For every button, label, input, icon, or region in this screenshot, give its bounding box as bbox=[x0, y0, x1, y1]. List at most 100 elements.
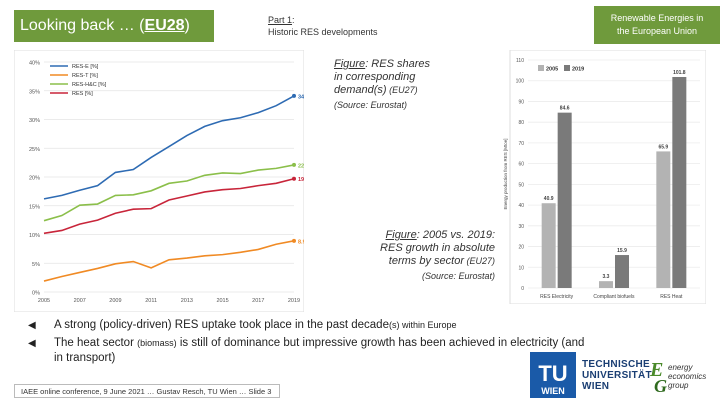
bar-legend-swatch bbox=[564, 65, 570, 71]
bar-chart-ytick: 90 bbox=[518, 99, 524, 105]
figure-note-growth-line1: : 2005 vs. 2019: bbox=[416, 229, 495, 241]
tu-wordmark-line2: UNIVERSITÄT bbox=[582, 370, 652, 381]
section-banner: Renewable Energies in the European Union bbox=[594, 6, 720, 44]
bar-chart-ytick: 50 bbox=[518, 182, 524, 188]
section-banner-line2: the European Union bbox=[616, 26, 698, 36]
bar-legend-label: 2005 bbox=[546, 67, 558, 73]
bar-chart-ytick: 20 bbox=[518, 245, 524, 251]
bar-value-label: 40.9 bbox=[544, 196, 554, 202]
line-chart-ytick: 35% bbox=[29, 89, 40, 95]
bar-2019 bbox=[672, 76, 687, 288]
bar-category-label: Compliant biofuels bbox=[593, 294, 635, 300]
line-chart-ytick: 15% bbox=[29, 204, 40, 210]
bar-chart-ylabel: Energy production from RES [Mtoe] bbox=[503, 138, 508, 209]
eeg-logo-icon: E G bbox=[649, 359, 667, 396]
bar-chart-ytick: 110 bbox=[516, 58, 524, 64]
line-series-3 bbox=[43, 164, 295, 222]
bar-chart-ytick: 30 bbox=[518, 224, 524, 230]
line-series-end-label: 22.10% bbox=[298, 163, 304, 169]
eeg-wordmark-line3: group bbox=[668, 381, 689, 390]
line-chart-frame bbox=[14, 50, 304, 312]
bar-chart-ytick: 0 bbox=[521, 286, 524, 292]
bar-chart-ytick: 10 bbox=[518, 265, 524, 271]
bullet-arrow-icon: ◀ bbox=[28, 338, 36, 349]
figure-note-growth-source: (Source: Eurostat) bbox=[421, 271, 495, 281]
line-chart-ytick: 5% bbox=[32, 262, 40, 268]
line-chart-ytick: 10% bbox=[29, 233, 40, 239]
bar-chart-ytick: 100 bbox=[516, 79, 525, 85]
section-banner-line1: Renewable Energies in bbox=[610, 13, 704, 23]
figure-note-shares-scope: (EU27) bbox=[386, 85, 418, 95]
svg-text:G: G bbox=[654, 376, 667, 396]
bar-chart-ytick: 80 bbox=[518, 120, 524, 126]
tu-logo-mark: TU bbox=[538, 361, 567, 386]
line-chart-xtick: 2011 bbox=[145, 298, 157, 304]
bar-category-label: RES Electricity bbox=[540, 294, 574, 300]
eeg-wordmark-line1: energy bbox=[668, 363, 693, 372]
line-series-2 bbox=[43, 240, 295, 282]
line-legend-label: RES [%] bbox=[72, 91, 93, 97]
key-point-2-small: (biomass) bbox=[137, 338, 177, 348]
figure-note-growth-lead: Figure bbox=[385, 229, 417, 241]
line-series-endpoint bbox=[292, 176, 296, 181]
line-series-endpoint bbox=[292, 238, 296, 243]
line-chart-ytick: 0% bbox=[32, 291, 40, 297]
line-chart-ytick: 20% bbox=[29, 176, 40, 182]
line-chart-xtick: 2019 bbox=[288, 298, 300, 304]
bar-value-label: 101.8 bbox=[673, 70, 686, 76]
line-chart-ytick: 25% bbox=[29, 147, 40, 153]
key-point-2-text-a: The heat sector bbox=[54, 337, 138, 349]
tu-wien-logo-icon: TU WIEN bbox=[530, 352, 576, 398]
line-chart-xtick: 2009 bbox=[109, 298, 121, 304]
slide-footer: IAEE online conference, 9 June 2021 … Gu… bbox=[14, 384, 280, 398]
eeg-wordmark-line2: economics bbox=[668, 372, 707, 381]
bar-2019 bbox=[557, 112, 572, 288]
line-series-end-label: 34.10% bbox=[298, 94, 304, 100]
line-chart-xtick: 2015 bbox=[216, 298, 228, 304]
res-growth-bar-chart: 0 10 20 30 40 50 60 70 80 90 100 110 Energy producti… bbox=[503, 50, 706, 304]
svg-text:E: E bbox=[649, 359, 663, 381]
figure-note-shares-lead: Figure bbox=[334, 58, 366, 70]
figure-note-shares-source: (Source: Eurostat) bbox=[334, 100, 408, 110]
line-series-endpoint bbox=[292, 162, 296, 167]
line-chart-xtick: 2013 bbox=[181, 298, 193, 304]
bar-2005 bbox=[656, 151, 671, 288]
line-chart-xtick: 2005 bbox=[38, 298, 50, 304]
line-series-4 bbox=[43, 177, 295, 235]
eeg-wordmark: energy economics group bbox=[668, 363, 706, 390]
bar-2005 bbox=[541, 203, 556, 288]
line-series-end-label: 19.73% bbox=[298, 177, 304, 183]
bar-value-label: 65.9 bbox=[658, 144, 668, 150]
figure-note-growth-line3: terms by sector bbox=[388, 255, 464, 267]
key-point-2-text-b: is still of dominance but impressive gro… bbox=[54, 337, 585, 364]
line-series-end-label: 8.90% bbox=[298, 239, 304, 245]
line-series-1 bbox=[43, 95, 295, 200]
figure-note-growth-line2: RES growth in absolute bbox=[380, 242, 495, 254]
key-point-2: ◀ The heat sector (biomass) is still of … bbox=[28, 336, 588, 366]
figure-note-shares-line1: : RES shares bbox=[365, 58, 430, 70]
line-chart-xtick: 2007 bbox=[74, 298, 86, 304]
line-legend-label: RES-E [%] bbox=[72, 64, 99, 70]
part-label: Part 1 bbox=[268, 15, 293, 25]
line-chart-ytick: 30% bbox=[29, 118, 40, 124]
slide-title: Looking back … (EU28) bbox=[14, 10, 214, 42]
part-heading: Part 1: Historic RES developments bbox=[268, 14, 378, 38]
line-series-endpoint bbox=[292, 93, 296, 98]
figure-note-growth: Figure: 2005 vs. 2019: RES growth in abs… bbox=[360, 229, 495, 283]
part-colon: : bbox=[292, 15, 295, 25]
key-points: ◀ A strong (policy-driven) RES uptake to… bbox=[28, 318, 588, 369]
bar-legend-label: 2019 bbox=[572, 67, 584, 73]
bar-chart-ytick: 60 bbox=[518, 162, 524, 168]
figure-note-shares-line3: demand(s) bbox=[334, 84, 387, 96]
bar-2019 bbox=[615, 255, 629, 288]
figure-note-growth-scope: (EU27) bbox=[463, 256, 495, 266]
key-point-1-text: A strong (policy-driven) RES uptake took… bbox=[54, 319, 389, 331]
key-point-1-small: (s) within Europe bbox=[388, 320, 457, 330]
bar-legend-swatch bbox=[538, 65, 544, 71]
slide-title-link[interactable]: EU28 bbox=[144, 17, 185, 34]
bar-chart-ytick: 40 bbox=[518, 203, 524, 209]
tu-wien-wordmark: TECHNISCHE UNIVERSITÄT WIEN bbox=[582, 359, 652, 392]
line-chart-xtick: 2017 bbox=[252, 298, 264, 304]
bar-value-label: 3.3 bbox=[603, 274, 610, 280]
res-share-line-chart: 0% 5% 10% 15% 20% 25% 30% 35% 40% 2005 2007 2009 201… bbox=[14, 50, 304, 312]
